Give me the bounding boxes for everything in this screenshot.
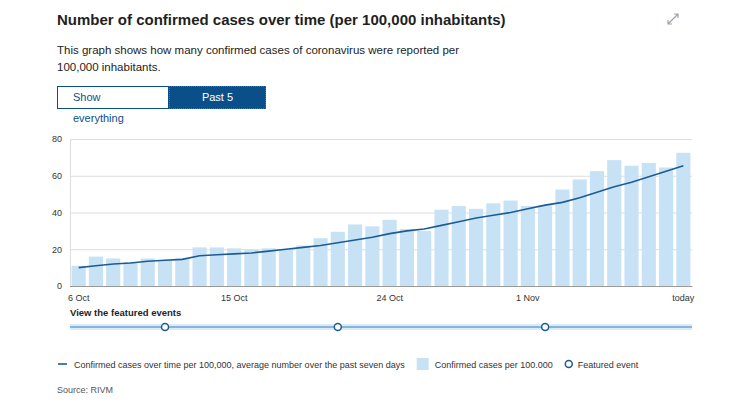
x-tick-label: 6 Oct <box>68 293 90 303</box>
line <box>79 166 684 268</box>
bar <box>590 171 604 286</box>
x-tick: 6 Oct <box>68 293 90 303</box>
toggle-button[interactable]: Past 5 weeks <box>169 86 266 109</box>
grid-line <box>70 286 692 287</box>
bar <box>607 160 621 286</box>
x-tick: today <box>672 293 695 303</box>
bar <box>383 220 397 286</box>
x-tick-label: 1 Nov <box>516 293 540 303</box>
x-tick-label: 24 Oct <box>376 293 403 303</box>
bar <box>555 190 569 286</box>
legend-label: Featured event <box>578 360 639 370</box>
y-tick-label: 40 <box>52 208 62 218</box>
source: Source: RIVM <box>57 385 113 395</box>
y-tick-label: 0 <box>57 281 62 291</box>
bar <box>244 249 258 286</box>
bar <box>452 206 466 286</box>
chart: 0 20 40 60 80 6 Oct 15 Oct 24 Oct 1 Nov today View… <box>0 0 740 403</box>
bar <box>348 224 362 286</box>
expand-icon[interactable] <box>668 14 678 24</box>
legend-swatch <box>58 363 67 365</box>
featured-event[interactable] <box>162 324 169 331</box>
y-tick-label: 80 <box>52 134 62 144</box>
bar <box>192 247 206 286</box>
y-tick: 80 <box>52 134 692 144</box>
x-axis-line <box>71 286 693 287</box>
bar <box>72 266 86 286</box>
y-axis-line <box>71 140 693 287</box>
featured-event[interactable] <box>542 324 549 331</box>
legend: Confirmed cases over time per 100,000, a… <box>58 358 639 370</box>
bar <box>400 229 414 286</box>
x-tick-label: 15 Oct <box>221 293 248 303</box>
legend-label: Confirmed cases per 100.000 <box>435 360 553 370</box>
timeline-title: View the featured events <box>70 307 181 318</box>
featured-event[interactable] <box>334 324 341 331</box>
subtitle: This graph shows how many confirmed case… <box>57 42 497 76</box>
toggle-button[interactable]: Show everything <box>57 86 169 109</box>
y-axis: 0 20 40 60 80 <box>52 134 692 291</box>
bar <box>676 153 690 286</box>
legend-swatch <box>565 361 572 368</box>
legend-swatch <box>417 358 429 370</box>
bar <box>659 167 673 286</box>
y-tick-label: 20 <box>52 245 62 255</box>
bar <box>521 206 535 286</box>
plot-area <box>72 153 691 286</box>
bar <box>123 262 137 286</box>
title: Number of confirmed cases over time (per… <box>57 11 505 28</box>
grid-line <box>70 139 692 140</box>
y-tick-label: 60 <box>52 171 62 181</box>
bar <box>296 246 310 286</box>
bar <box>279 249 293 286</box>
bar <box>175 258 189 286</box>
bar <box>538 205 552 286</box>
bar <box>106 258 120 286</box>
x-tick: 1 Nov <box>516 293 540 303</box>
x-tick: 24 Oct <box>376 293 403 303</box>
bar <box>89 257 103 286</box>
button-group: Show everythingPast 5 weeks <box>57 86 266 109</box>
x-tick-label: today <box>672 293 695 303</box>
x-tick: 15 Oct <box>221 293 248 303</box>
bar <box>331 232 345 286</box>
bar <box>434 210 448 286</box>
bar <box>417 231 431 286</box>
bar <box>158 260 172 286</box>
bar <box>642 163 656 286</box>
bar <box>365 226 379 286</box>
bar <box>210 247 224 286</box>
legend-label: Confirmed cases over time per 100,000, a… <box>74 360 405 370</box>
bar <box>469 209 483 286</box>
timeline-track <box>70 324 692 330</box>
bar <box>262 248 276 286</box>
bar <box>141 258 155 286</box>
x-axis: 6 Oct 15 Oct 24 Oct 1 Nov today <box>68 287 695 304</box>
